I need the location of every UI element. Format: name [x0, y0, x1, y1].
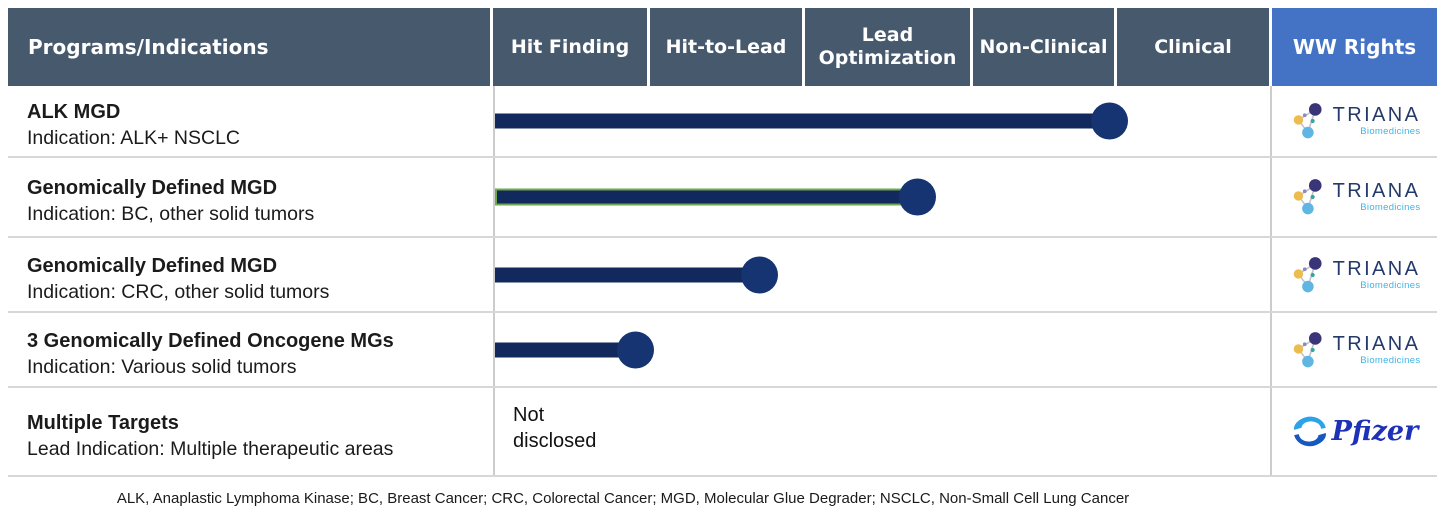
progress-bar [495, 188, 921, 206]
pfizer-logo: Pfizer [1291, 414, 1419, 450]
program-cell: ALK MGD Indication: ALK+ NSCLC [8, 86, 493, 156]
rights-cell: TRIANA Biomedicines [1272, 313, 1437, 386]
program-indication: Indication: ALK+ NSCLC [27, 127, 240, 149]
program-indication: Indication: CRC, other solid tumors [27, 280, 330, 303]
program-indication: Indication: BC, other solid tumors [27, 203, 315, 225]
pipeline-row-gd-mgd-bc: Genomically Defined MGD Indication: BC, … [8, 158, 1437, 238]
pfizer-wordmark: Pfizer [1331, 416, 1419, 447]
pipeline-table: Programs/Indications Hit Finding Hit-to-… [8, 8, 1437, 477]
program-title: Multiple Targets [27, 411, 179, 434]
triana-logo: TRIANA Biomedicines [1289, 254, 1421, 296]
rights-cell: TRIANA Biomedicines [1272, 238, 1437, 311]
progress-bar [495, 267, 759, 282]
header-non-clinical: Non-Clinical [973, 8, 1114, 86]
progress-track [493, 158, 1272, 236]
program-indication: Indication: Various solid tumors [27, 355, 297, 378]
program-cell: Genomically Defined MGD Indication: CRC,… [8, 238, 493, 311]
header-clinical: Clinical [1117, 8, 1269, 86]
program-title: Genomically Defined MGD [27, 254, 278, 277]
progress-bar-endcap [898, 178, 936, 216]
pipeline-row-oncogene-mgs: 3 Genomically Defined Oncogene MGs Indic… [8, 313, 1437, 388]
not-disclosed-note: Not disclosed [513, 404, 597, 452]
triana-tagline: Biomedicines [1360, 202, 1421, 213]
triana-wordmark: TRIANA [1332, 332, 1421, 355]
rights-cell: TRIANA Biomedicines [1272, 86, 1437, 156]
pfizer-swoosh-icon [1293, 416, 1326, 446]
progress-track [493, 238, 1272, 311]
progress-bar-endcap [1090, 102, 1128, 140]
triana-logo: TRIANA Biomedicines [1289, 329, 1421, 371]
triana-tagline: Biomedicines [1360, 354, 1421, 366]
triana-tagline: Biomedicines [1360, 279, 1421, 291]
triana-molecule-icon [1289, 100, 1331, 142]
triana-wordmark: TRIANA [1332, 180, 1421, 202]
header-lead-optimization: Lead Optimization [805, 8, 970, 86]
triana-tagline: Biomedicines [1360, 126, 1421, 137]
progress-bar [495, 342, 635, 357]
header-programs-indications: Programs/Indications [8, 8, 490, 86]
triana-wordmark: TRIANA [1332, 257, 1421, 280]
progress-bar [495, 113, 1109, 129]
rights-cell: Pfizer [1272, 388, 1437, 475]
pipeline-row-alk-mgd: ALK MGD Indication: ALK+ NSCLC TRIANA Bi… [8, 86, 1437, 158]
program-indication: Lead Indication: Multiple therapeutic ar… [27, 437, 394, 460]
progress-track [493, 313, 1272, 386]
header-hit-to-lead: Hit-to-Lead [650, 8, 802, 86]
table-header: Programs/Indications Hit Finding Hit-to-… [8, 8, 1437, 86]
program-cell: Genomically Defined MGD Indication: BC, … [8, 158, 493, 236]
pipeline-row-gd-mgd-crc: Genomically Defined MGD Indication: CRC,… [8, 238, 1437, 313]
triana-logo: TRIANA Biomedicines [1289, 100, 1421, 142]
triana-logo: TRIANA Biomedicines [1289, 176, 1421, 218]
program-cell: 3 Genomically Defined Oncogene MGs Indic… [8, 313, 493, 386]
pipeline-row-multiple-targets: Multiple Targets Lead Indication: Multip… [8, 388, 1437, 477]
abbreviations-footnote: ALK, Anaplastic Lymphoma Kinase; BC, Bre… [116, 490, 1130, 507]
rights-cell: TRIANA Biomedicines [1272, 158, 1437, 236]
header-ww-rights: WW Rights [1272, 8, 1437, 86]
progress-track: Not disclosed [493, 388, 1272, 475]
progress-track [493, 86, 1272, 156]
progress-bar-endcap [616, 331, 654, 368]
triana-molecule-icon [1289, 254, 1331, 296]
triana-molecule-icon [1289, 176, 1331, 218]
triana-molecule-icon [1289, 329, 1331, 371]
program-cell: Multiple Targets Lead Indication: Multip… [8, 388, 493, 475]
program-title: Genomically Defined MGD [27, 177, 278, 199]
program-title: ALK MGD [27, 101, 121, 123]
triana-wordmark: TRIANA [1332, 104, 1421, 126]
progress-bar-endcap [740, 256, 778, 293]
header-hit-finding: Hit Finding [493, 8, 647, 86]
program-title: 3 Genomically Defined Oncogene MGs [27, 329, 394, 352]
